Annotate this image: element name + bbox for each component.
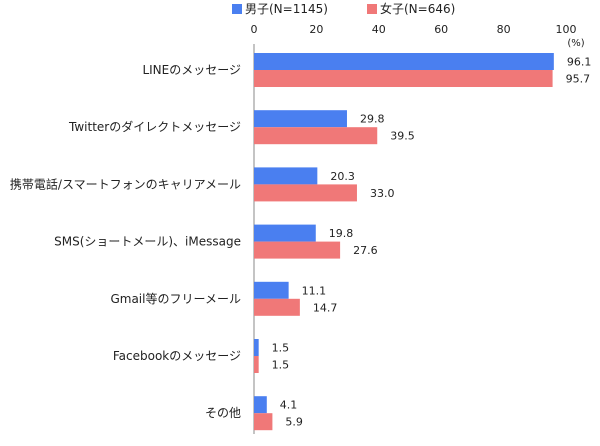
x-tick-label-80: 80 bbox=[497, 23, 511, 36]
value-label-boys-2: 29.8 bbox=[360, 113, 385, 126]
value-label-girls-5: 14.7 bbox=[313, 301, 338, 314]
legend-swatch-1 bbox=[232, 4, 242, 14]
bars-area bbox=[254, 53, 554, 431]
value-label-boys-7: 4.1 bbox=[280, 399, 298, 412]
value-label-girls-7: 5.9 bbox=[285, 416, 303, 429]
value-label-boys-5: 11.1 bbox=[302, 284, 327, 297]
category-labels: LINEのメッセージ Twitterのダイレクトメッセージ携帯電話/スマートフォン… bbox=[10, 63, 241, 420]
value-label-girls-2: 39.5 bbox=[390, 130, 415, 143]
legend-swatch-2 bbox=[367, 4, 377, 14]
bar-boys-5 bbox=[254, 281, 289, 299]
bar-boys-6 bbox=[254, 339, 259, 356]
x-tick-label-0: 0 bbox=[251, 23, 258, 36]
value-label-girls-6: 1.5 bbox=[272, 359, 290, 372]
bar-girls-7 bbox=[254, 413, 273, 431]
category-label-7: その他 bbox=[205, 406, 241, 420]
bar-girls-1 bbox=[254, 70, 553, 87]
x-tick-label-60: 60 bbox=[434, 23, 448, 36]
category-label-4: SMS(ショートメール)、iMessage bbox=[54, 235, 241, 249]
bar-boys-7 bbox=[254, 396, 267, 414]
value-label-girls-4: 27.6 bbox=[353, 244, 378, 257]
category-label-6: Facebookのメッセージ bbox=[113, 349, 241, 363]
bar-girls-4 bbox=[254, 241, 341, 259]
x-tick-label-40: 40 bbox=[372, 23, 386, 36]
chart-legend: 男子(N=1145) 女子(N=646) bbox=[232, 1, 455, 16]
bar-boys-1 bbox=[254, 53, 554, 70]
x-tick-label-100: 100 bbox=[556, 23, 577, 36]
bar-boys-2 bbox=[254, 110, 347, 128]
value-label-boys-6: 1.5 bbox=[272, 342, 290, 355]
bar-girls-2 bbox=[254, 127, 378, 145]
bar-girls-3 bbox=[254, 184, 357, 202]
value-labels: 96.1 95.7 29.8 39.5 20.3 33.0 19.8 27.6 11.1 14.7… bbox=[272, 56, 592, 429]
bar-boys-3 bbox=[254, 167, 318, 185]
value-label-boys-1: 96.1 bbox=[567, 56, 592, 69]
legend-label-1: 男子(N=1145) bbox=[245, 2, 328, 16]
value-label-boys-4: 19.8 bbox=[329, 227, 354, 240]
bar-girls-6 bbox=[254, 356, 259, 373]
category-label-1: LINEのメッセージ bbox=[142, 63, 241, 77]
value-label-girls-1: 95.7 bbox=[566, 73, 591, 86]
category-label-2: Twitterのダイレクトメッセージ bbox=[68, 119, 241, 134]
x-axis-unit-label: (%) bbox=[567, 38, 584, 49]
category-label-3: 携帯電話/スマートフォンのキャリアメール bbox=[10, 176, 241, 191]
x-tick-label-20: 20 bbox=[309, 23, 323, 36]
value-label-girls-3: 33.0 bbox=[370, 187, 395, 200]
bar-boys-4 bbox=[254, 224, 316, 242]
bar-girls-5 bbox=[254, 298, 300, 316]
category-label-5: Gmail等のフリーメール bbox=[110, 292, 241, 306]
value-label-boys-3: 20.3 bbox=[330, 170, 355, 183]
legend-label-2: 女子(N=646) bbox=[380, 1, 455, 16]
